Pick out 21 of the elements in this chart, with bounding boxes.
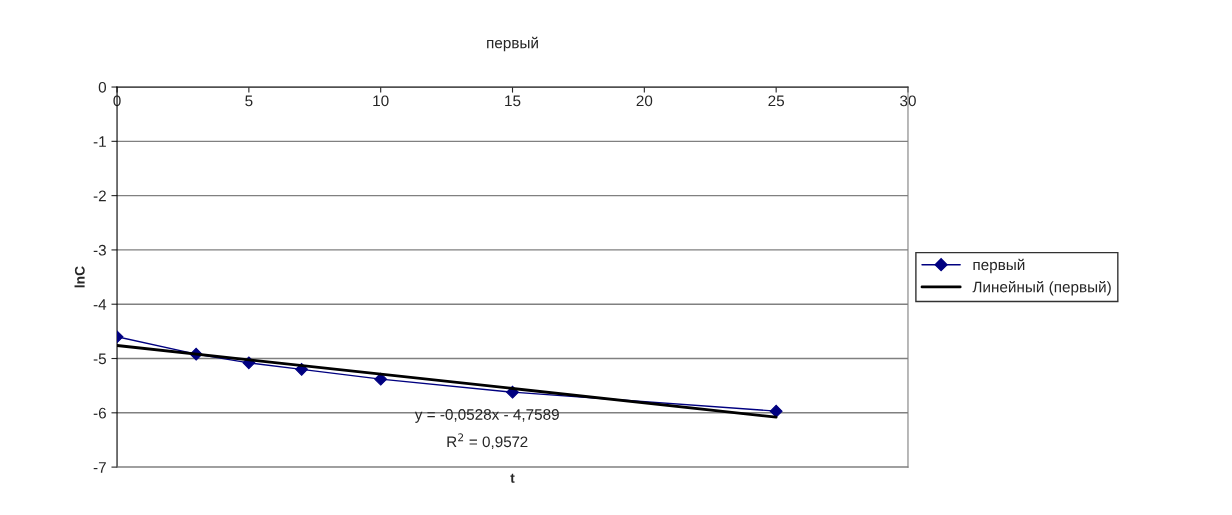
x-axis-title: t: [510, 473, 515, 483]
y-tick-label: -7: [93, 462, 106, 473]
x-tick-label: 25: [768, 95, 785, 107]
y-tick-label: -2: [93, 190, 106, 202]
y-tick-label: -4: [93, 299, 107, 310]
annotation: R$^{2}$ = 0,9572: [447, 433, 528, 450]
y-axis-title: lnC: [74, 266, 85, 288]
chart-title: первый: [487, 36, 538, 52]
y-tick-label: 0: [98, 81, 107, 93]
x-tick-label: 20: [636, 95, 653, 107]
x-tick-label: 5: [245, 95, 253, 107]
legend-label: первый: [973, 258, 1025, 274]
y-tick-label: -1: [93, 136, 106, 147]
x-tick-label: 10: [373, 95, 389, 107]
x-tick-label: 15: [505, 95, 521, 107]
y-tick-label: -5: [93, 353, 106, 365]
y-tick-label: -6: [93, 407, 106, 419]
point: [769, 404, 783, 418]
x-tick-label: 30: [900, 95, 916, 107]
y-tick-label: -3: [93, 244, 106, 256]
legend-label: Линейный (первый): [972, 280, 1111, 296]
